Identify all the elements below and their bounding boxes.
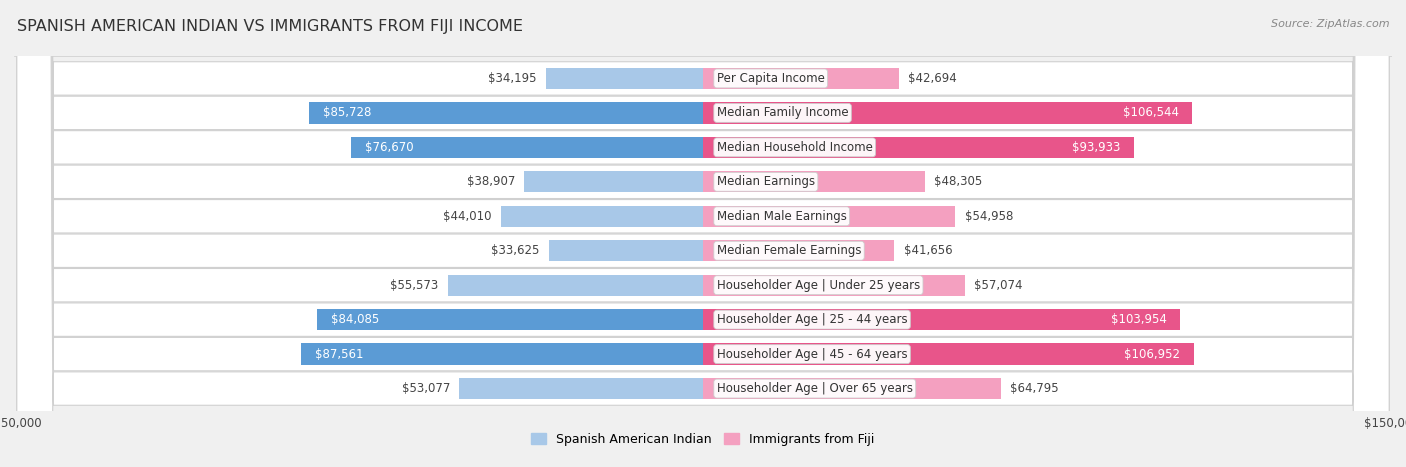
- FancyBboxPatch shape: [17, 0, 1389, 467]
- Bar: [546, 68, 703, 89]
- Text: $64,795: $64,795: [1010, 382, 1059, 395]
- Bar: [703, 137, 1135, 158]
- Text: Householder Age | Under 25 years: Householder Age | Under 25 years: [717, 279, 920, 292]
- Text: $93,933: $93,933: [1073, 141, 1121, 154]
- Bar: [703, 309, 1181, 330]
- Legend: Spanish American Indian, Immigrants from Fiji: Spanish American Indian, Immigrants from…: [526, 428, 880, 451]
- Text: SPANISH AMERICAN INDIAN VS IMMIGRANTS FROM FIJI INCOME: SPANISH AMERICAN INDIAN VS IMMIGRANTS FR…: [17, 19, 523, 34]
- Text: Per Capita Income: Per Capita Income: [717, 72, 825, 85]
- Text: $44,010: $44,010: [443, 210, 492, 223]
- Bar: [703, 171, 925, 192]
- Text: Householder Age | 45 - 64 years: Householder Age | 45 - 64 years: [717, 347, 907, 361]
- Text: $33,625: $33,625: [491, 244, 540, 257]
- Bar: [548, 240, 703, 262]
- FancyBboxPatch shape: [17, 0, 1389, 467]
- Text: $48,305: $48,305: [934, 175, 983, 188]
- Text: $41,656: $41,656: [904, 244, 952, 257]
- Bar: [460, 378, 703, 399]
- Text: $106,952: $106,952: [1125, 347, 1181, 361]
- FancyBboxPatch shape: [17, 0, 1389, 467]
- Bar: [703, 102, 1192, 124]
- FancyBboxPatch shape: [17, 0, 1389, 467]
- Bar: [703, 275, 965, 296]
- Bar: [301, 343, 703, 365]
- Text: $54,958: $54,958: [965, 210, 1012, 223]
- Text: $103,954: $103,954: [1111, 313, 1167, 326]
- Text: $34,195: $34,195: [488, 72, 537, 85]
- Bar: [501, 205, 703, 227]
- Text: Median Female Earnings: Median Female Earnings: [717, 244, 862, 257]
- Bar: [703, 240, 894, 262]
- Text: $85,728: $85,728: [323, 106, 371, 120]
- Bar: [703, 205, 956, 227]
- Bar: [524, 171, 703, 192]
- Text: Householder Age | Over 65 years: Householder Age | Over 65 years: [717, 382, 912, 395]
- Text: $55,573: $55,573: [391, 279, 439, 292]
- Text: Median Male Earnings: Median Male Earnings: [717, 210, 846, 223]
- Bar: [703, 343, 1194, 365]
- FancyBboxPatch shape: [17, 0, 1389, 467]
- FancyBboxPatch shape: [17, 0, 1389, 467]
- Text: Median Family Income: Median Family Income: [717, 106, 848, 120]
- Text: $57,074: $57,074: [974, 279, 1022, 292]
- FancyBboxPatch shape: [17, 0, 1389, 467]
- Text: $76,670: $76,670: [364, 141, 413, 154]
- FancyBboxPatch shape: [17, 0, 1389, 467]
- Text: Median Earnings: Median Earnings: [717, 175, 815, 188]
- Text: $84,085: $84,085: [330, 313, 378, 326]
- Text: $38,907: $38,907: [467, 175, 515, 188]
- Bar: [703, 378, 1001, 399]
- Text: Source: ZipAtlas.com: Source: ZipAtlas.com: [1271, 19, 1389, 28]
- Text: $106,544: $106,544: [1122, 106, 1178, 120]
- Text: $53,077: $53,077: [402, 382, 450, 395]
- Text: $42,694: $42,694: [908, 72, 957, 85]
- Bar: [703, 68, 898, 89]
- Bar: [309, 102, 703, 124]
- Bar: [316, 309, 703, 330]
- FancyBboxPatch shape: [17, 0, 1389, 467]
- FancyBboxPatch shape: [17, 0, 1389, 467]
- Text: $87,561: $87,561: [315, 347, 363, 361]
- Bar: [352, 137, 703, 158]
- Bar: [447, 275, 703, 296]
- Text: Median Household Income: Median Household Income: [717, 141, 873, 154]
- Text: Householder Age | 25 - 44 years: Householder Age | 25 - 44 years: [717, 313, 907, 326]
